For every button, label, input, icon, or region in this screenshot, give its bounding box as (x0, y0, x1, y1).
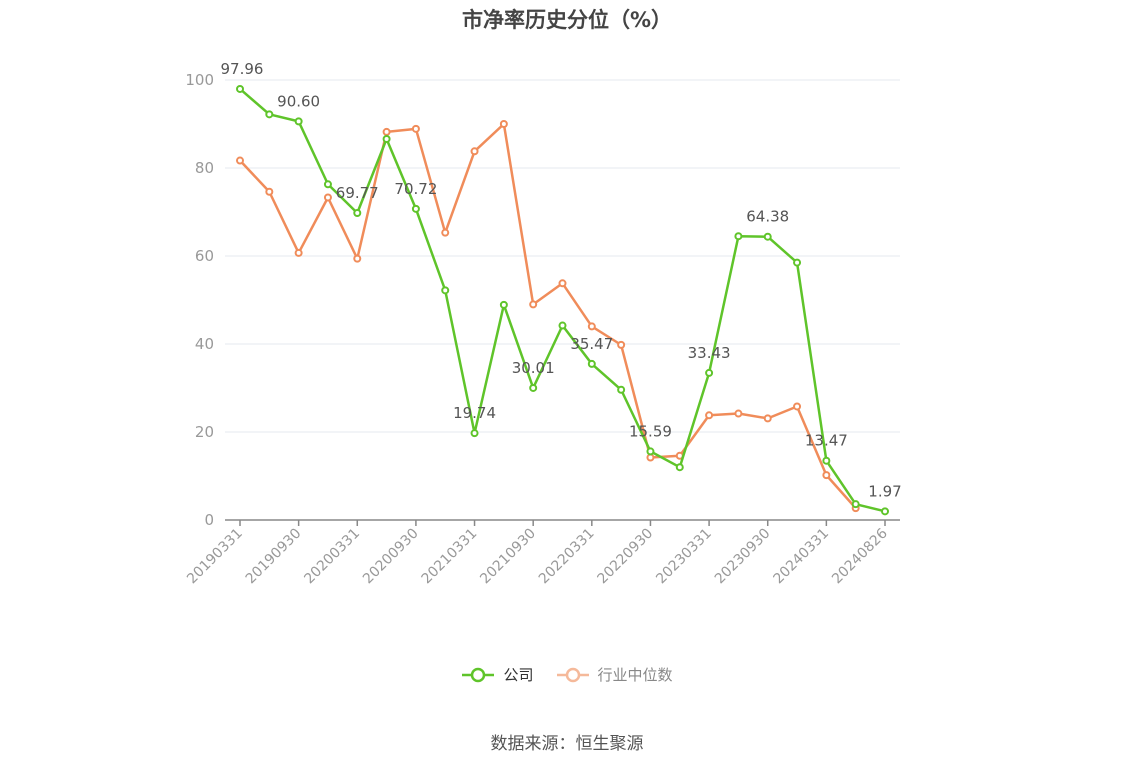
y-tick-label: 100 (185, 71, 214, 89)
x-tick-label: 20230930 (712, 526, 774, 588)
data-point (353, 254, 362, 263)
data-point (558, 321, 567, 330)
legend-industry-line-icon (556, 667, 589, 682)
data-label: 35.47 (570, 335, 613, 353)
data-labels: 97.96 90.60 69.77 70.72 19.74 30.01 35.47 15.59… (221, 60, 902, 500)
data-point (323, 193, 332, 202)
series-line-0 (239, 88, 886, 513)
data-label: 30.01 (512, 359, 555, 377)
data-label: 1.97 (868, 482, 901, 500)
data-point (851, 500, 860, 509)
data-point (587, 359, 596, 368)
grid-lines: 0 20 40 60 80 100 (185, 71, 900, 529)
data-point (617, 340, 626, 349)
legend-item-company[interactable]: 公司 (461, 664, 534, 685)
data-label: 19.74 (453, 404, 496, 422)
data-point (558, 279, 567, 288)
data-label: 13.47 (805, 432, 848, 450)
data-point (441, 228, 450, 237)
data-source: 数据来源：恒生聚源 (490, 734, 644, 754)
legend: 公司 行业中位数 (0, 664, 1134, 685)
data-point (236, 84, 244, 93)
data-point (265, 187, 274, 196)
data-point (734, 409, 743, 418)
data-point (323, 180, 332, 189)
x-tick-label: 20190930 (243, 526, 305, 588)
data-point (793, 258, 802, 267)
chart-title: 市净率历史分位（%） (461, 8, 673, 32)
data-point (587, 322, 596, 331)
data-point (793, 402, 802, 411)
x-tick-label: 20200331 (301, 526, 363, 588)
data-point (236, 156, 244, 165)
data-point (822, 456, 831, 465)
y-tick-label: 20 (195, 423, 214, 441)
data-point (763, 414, 772, 423)
data-point (763, 232, 772, 241)
data-label: 69.77 (336, 184, 379, 202)
data-point (646, 453, 655, 462)
data-label: 70.72 (394, 180, 437, 198)
data-label: 97.96 (221, 60, 264, 78)
legend-label-company: 公司 (503, 666, 534, 684)
y-tick-label: 0 (204, 511, 214, 529)
legend-item-industry[interactable]: 行业中位数 (556, 664, 673, 685)
data-point (529, 300, 538, 309)
y-tick-label: 40 (195, 335, 214, 353)
data-point (441, 286, 450, 295)
x-tick-label: 20200930 (360, 526, 422, 588)
data-point (470, 429, 479, 438)
series-line-1 (239, 122, 857, 509)
data-point (705, 368, 714, 377)
x-tick-label: 20230331 (653, 526, 715, 588)
data-point (382, 127, 391, 136)
data-point (529, 383, 538, 392)
x-tick-label: 20190331 (184, 526, 246, 588)
data-point (822, 471, 831, 480)
data-label: 33.43 (688, 344, 731, 362)
data-point (294, 117, 303, 126)
data-point (411, 204, 420, 213)
y-tick-label: 80 (195, 159, 214, 177)
data-point (617, 385, 626, 394)
data-point (675, 463, 684, 472)
x-tick-label: 20210331 (419, 526, 481, 588)
data-point (705, 411, 714, 420)
x-tick-label: 20220930 (595, 526, 657, 588)
data-point (881, 507, 889, 516)
data-point (499, 120, 508, 128)
data-point (499, 300, 508, 309)
data-point (353, 209, 362, 218)
data-point (382, 134, 391, 143)
data-point (294, 248, 303, 257)
data-label: 64.38 (746, 208, 789, 226)
y-tick-label: 60 (195, 247, 214, 265)
data-label: 15.59 (629, 422, 672, 440)
x-tick-label: 20210930 (477, 526, 539, 588)
x-tick-label: 20240331 (770, 526, 832, 588)
x-tick-label: 20240826 (829, 525, 891, 587)
legend-company-line-icon (462, 667, 495, 682)
data-point (411, 124, 420, 133)
data-point (265, 110, 274, 119)
series-lines (236, 84, 889, 516)
data-point (734, 232, 743, 241)
data-point (646, 447, 655, 456)
legend-label-industry: 行业中位数 (597, 666, 673, 684)
data-point (470, 147, 479, 156)
data-label: 90.60 (277, 92, 320, 110)
x-tick-label: 20220331 (536, 526, 598, 588)
x-axis: 2019033120190930202003312020093020210331… (184, 519, 900, 588)
